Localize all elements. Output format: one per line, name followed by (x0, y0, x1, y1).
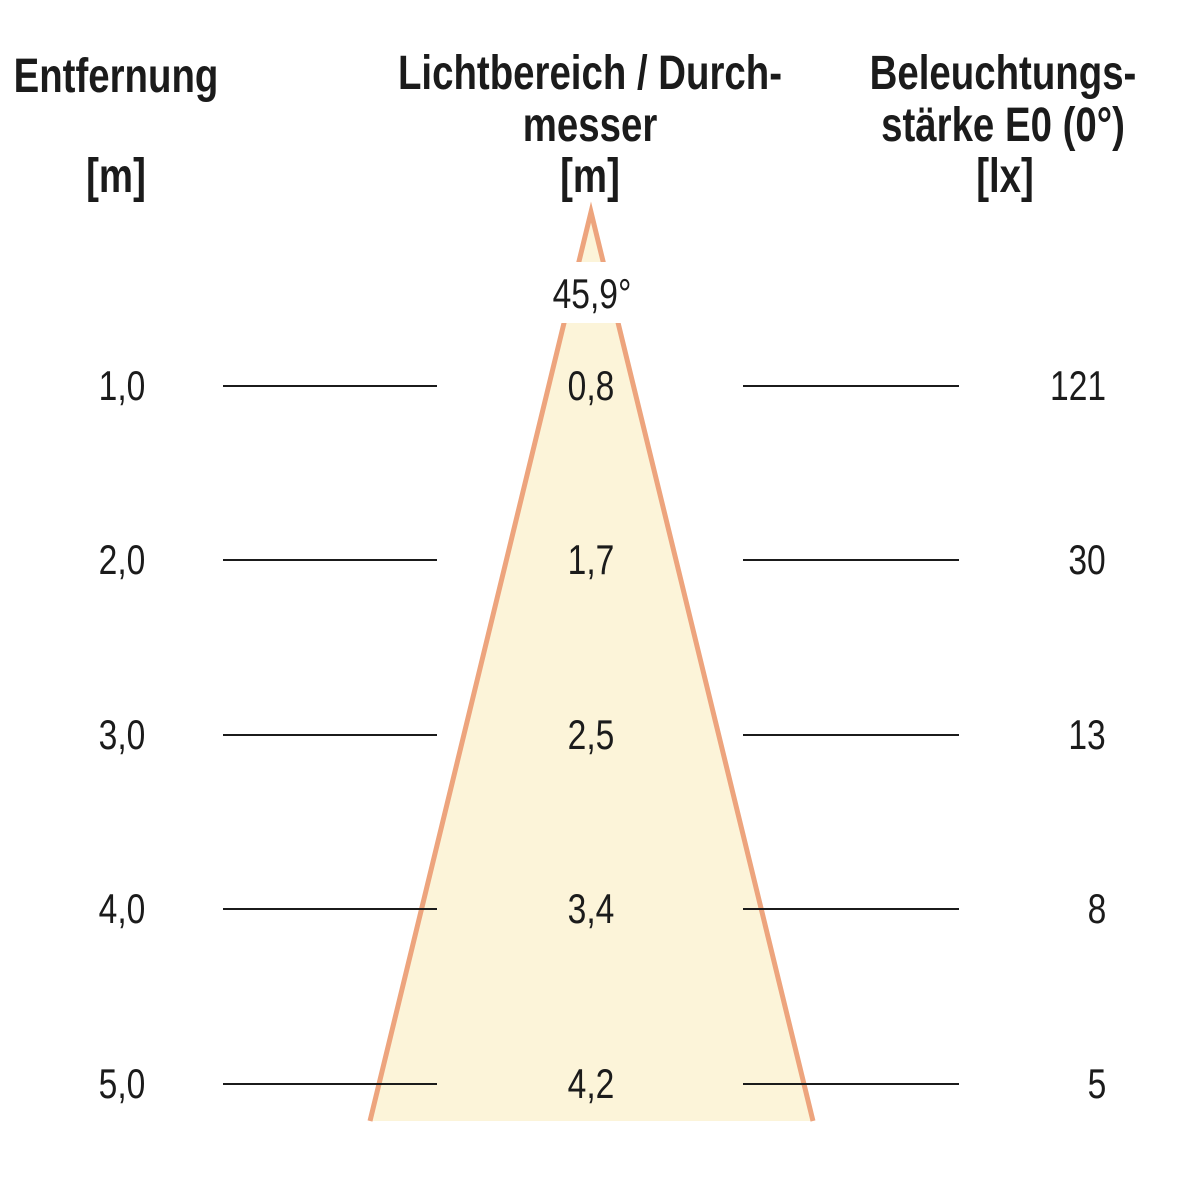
beam-cone-outline (367, 201, 816, 1122)
illuminance-value: 5 (1087, 1060, 1106, 1107)
illuminance-column-title-line2: stärke E0 (0°) (881, 99, 1125, 152)
diameter-column-title-line2: messer (522, 99, 658, 152)
illuminance-value: 30 (1068, 536, 1106, 583)
distance-value: 5,0 (98, 1060, 146, 1107)
illuminance-value: 8 (1087, 885, 1106, 932)
beam-angle-label: 45,9° (552, 270, 632, 317)
distance-value: 1,0 (98, 362, 146, 409)
illuminance-column-unit: [lx] (976, 150, 1034, 203)
diameter-column-unit: [m] (560, 150, 620, 203)
diameter-value: 2,5 (567, 711, 615, 758)
diameter-value: 1,7 (567, 536, 615, 583)
illuminance-value: 13 (1068, 711, 1106, 758)
illuminance-value: 121 (1049, 362, 1106, 409)
beam-cone-fill (370, 212, 813, 1121)
diameter-value: 3,4 (567, 885, 615, 932)
diameter-column-title-line1: Lichtbereich / Durch- (397, 47, 783, 100)
distance-value: 3,0 (98, 711, 146, 758)
diameter-value: 4,2 (567, 1060, 615, 1107)
distance-column-title: Entfernung (13, 50, 219, 103)
distance-value: 2,0 (98, 536, 146, 583)
diameter-value: 0,8 (567, 362, 615, 409)
distance-value: 4,0 (98, 885, 146, 932)
beam-angle-label-mask (512, 262, 672, 323)
illuminance-column-title-line1: Beleuchtungs- (869, 47, 1137, 100)
distance-column-unit: [m] (86, 150, 146, 203)
